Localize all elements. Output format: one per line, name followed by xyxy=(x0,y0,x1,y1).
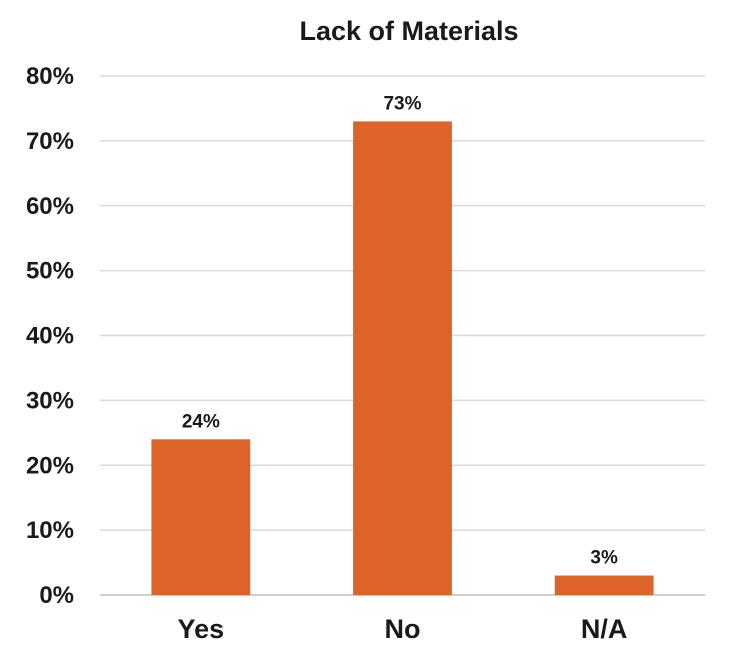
y-tick-label: 10% xyxy=(26,517,74,544)
data-label: 3% xyxy=(590,548,618,569)
y-tick-label: 40% xyxy=(26,323,74,350)
y-axis-tick-labels: 0% 10% 20% 30% 40% 50% 60% 70% 80% xyxy=(26,63,74,609)
y-tick-label: 0% xyxy=(39,582,74,609)
data-labels: 24% 73% 3% xyxy=(182,93,618,568)
bars xyxy=(151,121,654,595)
bar xyxy=(554,575,654,595)
y-tick-label: 80% xyxy=(26,63,74,90)
chart-title: Lack of Materials xyxy=(299,16,518,46)
y-tick-label: 20% xyxy=(26,452,74,479)
x-axis-category-labels: Yes No N/A xyxy=(178,614,628,644)
bar xyxy=(353,121,452,595)
y-tick-label: 30% xyxy=(26,387,74,414)
bar xyxy=(151,439,251,595)
data-label: 73% xyxy=(383,93,421,114)
y-tick-label: 50% xyxy=(26,258,74,285)
x-category-label: N/A xyxy=(581,614,628,644)
y-tick-label: 60% xyxy=(26,193,74,220)
x-category-label: Yes xyxy=(178,614,225,644)
y-tick-label: 70% xyxy=(26,128,74,155)
x-category-label: No xyxy=(385,614,421,644)
data-label: 24% xyxy=(182,411,220,432)
